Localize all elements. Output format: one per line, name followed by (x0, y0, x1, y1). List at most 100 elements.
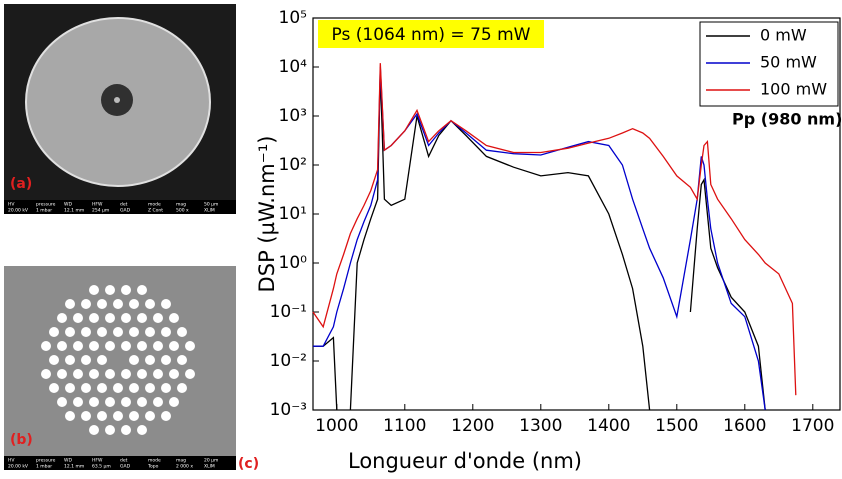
info-value: XLIM (204, 464, 215, 470)
info-head: mode (148, 202, 161, 208)
legend-label: 50 mW (760, 53, 817, 72)
y-tick-label: 10⁻² (270, 351, 307, 371)
hole (89, 341, 99, 351)
hole (89, 425, 99, 435)
hole (81, 383, 91, 393)
hole (129, 327, 139, 337)
hole (105, 397, 115, 407)
info-value: 1 mbar (36, 464, 52, 470)
hole (137, 369, 147, 379)
hole (73, 313, 83, 323)
hole (129, 411, 139, 421)
hole (113, 299, 123, 309)
hole (121, 369, 131, 379)
hole (129, 355, 139, 365)
info-value: 20.00 kV (8, 464, 29, 470)
hole (81, 327, 91, 337)
info-bar (4, 200, 236, 214)
info-value: 2 000 x (176, 464, 193, 470)
hole (97, 299, 107, 309)
annotation: Ps (1064 nm) = 75 mW (332, 25, 531, 45)
hole (129, 299, 139, 309)
x-tick-label: 1500 (655, 416, 698, 436)
hole (97, 383, 107, 393)
hole (169, 341, 179, 351)
hole (145, 411, 155, 421)
sem-image-b (4, 266, 236, 456)
hole (65, 327, 75, 337)
y-tick-label: 10⁰ (279, 253, 308, 273)
hole (153, 369, 163, 379)
hole (161, 299, 171, 309)
y-axis-title: DSP (µW.nm⁻¹) (255, 136, 279, 293)
y-tick-label: 10³ (279, 106, 307, 126)
hole (129, 383, 139, 393)
series-line (313, 71, 766, 411)
hole (121, 285, 131, 295)
hole (105, 425, 115, 435)
hole (145, 383, 155, 393)
hole (137, 425, 147, 435)
core-center (114, 97, 120, 103)
info-head: mag (176, 203, 186, 208)
hole (49, 327, 59, 337)
info-head: HV (8, 202, 15, 208)
hole (137, 397, 147, 407)
info-value: GAD (120, 208, 131, 214)
x-tick-label: 1300 (519, 416, 562, 436)
info-value: 63.5 µm (92, 464, 111, 470)
y-tick-label: 10² (279, 155, 307, 175)
hole (89, 397, 99, 407)
fiber-edge (25, 17, 211, 187)
hole (177, 327, 187, 337)
series-line (313, 66, 766, 411)
hole (153, 397, 163, 407)
info-head: 50 µm (204, 202, 218, 208)
info-head: 20 µm (204, 458, 218, 464)
hole (145, 299, 155, 309)
hole (177, 355, 187, 365)
legend-title: Pp (980 nm) (732, 110, 842, 129)
hole (121, 313, 131, 323)
hole (57, 397, 67, 407)
y-tick-label: 10⁻¹ (270, 302, 307, 322)
info-value: 20.00 kV (8, 208, 29, 214)
info-value: XLIM (204, 208, 215, 214)
info-value: 1 mbar (36, 208, 52, 214)
info-bar (4, 456, 236, 470)
hole (169, 369, 179, 379)
hole (97, 355, 107, 365)
hole (105, 341, 115, 351)
hole (161, 383, 171, 393)
x-tick-label: 1200 (451, 416, 494, 436)
hole (89, 369, 99, 379)
hole (121, 341, 131, 351)
hole (89, 313, 99, 323)
x-tick-label: 1600 (723, 416, 766, 436)
hole (89, 285, 99, 295)
x-tick-label: 1700 (791, 416, 834, 436)
info-head: mag (176, 459, 186, 464)
hole (169, 397, 179, 407)
hole (145, 355, 155, 365)
hole (113, 411, 123, 421)
info-head: mode (148, 458, 161, 464)
y-tick-label: 10⁴ (279, 57, 308, 77)
hole (145, 327, 155, 337)
info-value: 12.1 mm (64, 208, 84, 214)
hole (121, 397, 131, 407)
hole (153, 341, 163, 351)
hole (185, 341, 195, 351)
hole (73, 341, 83, 351)
hole (57, 313, 67, 323)
info-head: HV (8, 458, 15, 464)
info-head: WD (64, 458, 72, 464)
legend-label: 0 mW (760, 26, 807, 45)
hole (81, 299, 91, 309)
series-line (312, 63, 797, 396)
hole (97, 411, 107, 421)
hole (49, 355, 59, 365)
hole (177, 383, 187, 393)
